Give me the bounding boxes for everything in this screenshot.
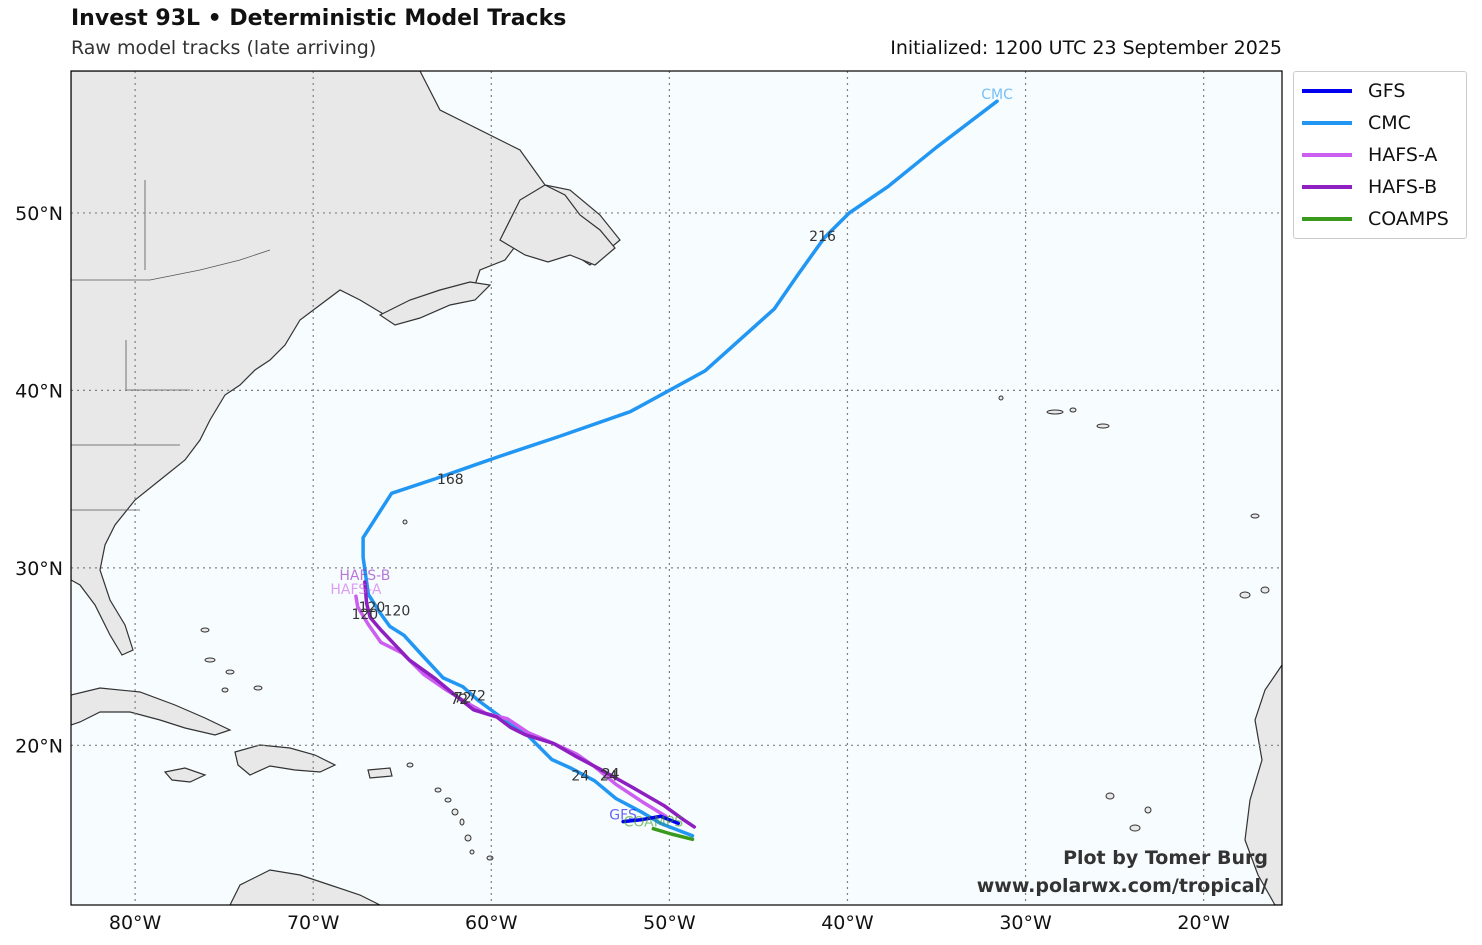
hour-label: 24 xyxy=(602,767,620,783)
track-end-label: CMC xyxy=(981,87,1013,103)
x-tick-label: 40°W xyxy=(821,912,874,934)
hour-label: 72 xyxy=(450,692,468,708)
land-south-america xyxy=(229,869,381,905)
y-tick-label: 40°N xyxy=(15,380,63,402)
land-layer xyxy=(71,71,1282,905)
track-gfs xyxy=(621,814,681,826)
hour-label: 120 xyxy=(359,600,386,616)
track-end-label: HAFS-B xyxy=(339,568,390,584)
credit-line-2: www.polarwx.com/tropical/ xyxy=(977,875,1268,897)
legend-swatch xyxy=(1302,121,1352,125)
x-tick-label: 30°W xyxy=(999,912,1052,934)
legend-label: HAFS-B xyxy=(1368,176,1438,198)
land-azores-2 xyxy=(1069,407,1077,413)
land-azores-3 xyxy=(1096,423,1110,429)
track-hafs-b xyxy=(363,580,697,829)
hour-label: 168 xyxy=(437,472,464,488)
hour-label: 72 xyxy=(468,689,486,705)
land-nova-scotia xyxy=(378,281,492,326)
legend-item-hafs-b: HAFS-B xyxy=(1302,174,1437,200)
land-cuba xyxy=(71,687,232,736)
track-end-label: HAFS-A xyxy=(330,582,382,598)
x-tick-label: 80°W xyxy=(109,912,162,934)
track-end-label: COAMPS xyxy=(624,815,684,831)
lesser-antilles xyxy=(402,519,494,861)
hour-label: 216 xyxy=(809,229,836,245)
model-tracks: 2472120168216CMC2472120HAFS-A2472120HAFS… xyxy=(330,87,1013,842)
land-puerto-rico xyxy=(367,767,393,779)
land-capeverde-1 xyxy=(1105,792,1115,800)
y-tick-label: 30°N xyxy=(15,558,63,580)
map-title: Invest 93L • Deterministic Model Tracks xyxy=(71,6,567,31)
y-tick-label: 50°N xyxy=(15,203,63,225)
land-newfoundland xyxy=(499,184,616,266)
legend-item-hafs-a: HAFS-A xyxy=(1302,142,1437,168)
track-end-label: GFS xyxy=(609,808,637,824)
credit-line-1: Plot by Tomer Burg xyxy=(1063,847,1268,869)
land-canary-3 xyxy=(1260,586,1270,594)
y-tick-label: 20°N xyxy=(15,735,63,757)
hour-label: 72 xyxy=(454,690,472,706)
legend-label: CMC xyxy=(1368,112,1411,134)
hour-label: 24 xyxy=(600,768,618,784)
track-cmc xyxy=(361,99,999,838)
legend-label: COAMPS xyxy=(1368,208,1449,230)
gridlines xyxy=(71,71,1282,905)
hour-label: 120 xyxy=(351,607,378,623)
x-tick-label: 60°W xyxy=(465,912,518,934)
legend-label: GFS xyxy=(1368,80,1406,102)
legend-swatch xyxy=(1302,217,1352,221)
map-subtitle: Raw model tracks (late arriving) xyxy=(71,37,377,59)
legend-swatch xyxy=(1302,185,1352,189)
land-azores-1 xyxy=(1046,409,1064,415)
land-capeverde-2 xyxy=(1129,824,1141,832)
x-tick-label: 20°W xyxy=(1177,912,1230,934)
legend-label: HAFS-A xyxy=(1368,144,1438,166)
land-azores-4 xyxy=(998,395,1004,401)
init-time: Initialized: 1200 UTC 23 September 2025 xyxy=(890,37,1282,59)
legend-swatch xyxy=(1302,153,1352,157)
axis-tick-labels: 80°W 70°W 60°W 50°W 40°W 30°W 20°W 20°N 30°N 40°N… xyxy=(15,203,1230,934)
land-hispaniola xyxy=(234,744,337,776)
land-capeverde-3 xyxy=(1144,806,1152,814)
legend-item-gfs: GFS xyxy=(1302,78,1405,104)
land-africa xyxy=(1244,663,1282,905)
bahamas xyxy=(200,627,263,693)
land-north-america xyxy=(71,71,621,656)
land-jamaica xyxy=(163,767,207,783)
hour-label: 24 xyxy=(571,768,589,784)
plot-frame xyxy=(70,70,1283,906)
legend-item-cmc: CMC xyxy=(1302,110,1411,136)
legend-item-coamps: COAMPS xyxy=(1302,206,1449,232)
land-canary-1 xyxy=(1250,513,1260,519)
legend: GFS CMC HAFS-A HAFS-B COAMPS xyxy=(1293,71,1467,239)
legend-swatch xyxy=(1302,89,1352,93)
track-coamps xyxy=(651,826,695,842)
hour-label: 120 xyxy=(384,603,411,619)
land-canary-2 xyxy=(1239,591,1251,599)
x-tick-label: 50°W xyxy=(643,912,696,934)
x-tick-label: 70°W xyxy=(287,912,340,934)
